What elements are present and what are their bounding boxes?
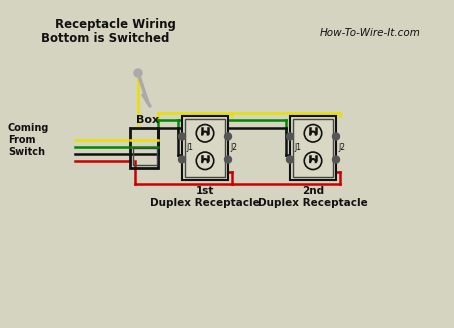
Bar	[182, 116, 228, 180]
Bar	[293, 119, 333, 177]
Text: 2nd
Duplex Receptacle: 2nd Duplex Receptacle	[258, 186, 368, 208]
Circle shape	[178, 133, 186, 140]
Text: J1: J1	[186, 144, 193, 153]
Text: J1: J1	[294, 144, 301, 153]
Circle shape	[332, 133, 340, 140]
Circle shape	[224, 133, 232, 140]
Text: 1st
Duplex Receptacle: 1st Duplex Receptacle	[150, 186, 260, 208]
Circle shape	[178, 156, 186, 163]
Text: J2: J2	[230, 144, 237, 153]
Circle shape	[286, 133, 293, 140]
Bar	[130, 128, 158, 168]
Text: Coming
From
Switch: Coming From Switch	[8, 123, 49, 157]
Bar	[290, 116, 336, 180]
Text: J2: J2	[338, 144, 345, 153]
Circle shape	[134, 69, 142, 77]
Bar	[185, 119, 225, 177]
Bar	[133, 148, 157, 165]
Circle shape	[224, 156, 232, 163]
Text: Bottom is Switched: Bottom is Switched	[41, 32, 169, 45]
Text: Receptacle Wiring: Receptacle Wiring	[54, 18, 175, 31]
Circle shape	[286, 156, 293, 163]
Text: How-To-Wire-It.com: How-To-Wire-It.com	[320, 28, 420, 38]
Circle shape	[332, 156, 340, 163]
Text: Box: Box	[137, 115, 159, 125]
